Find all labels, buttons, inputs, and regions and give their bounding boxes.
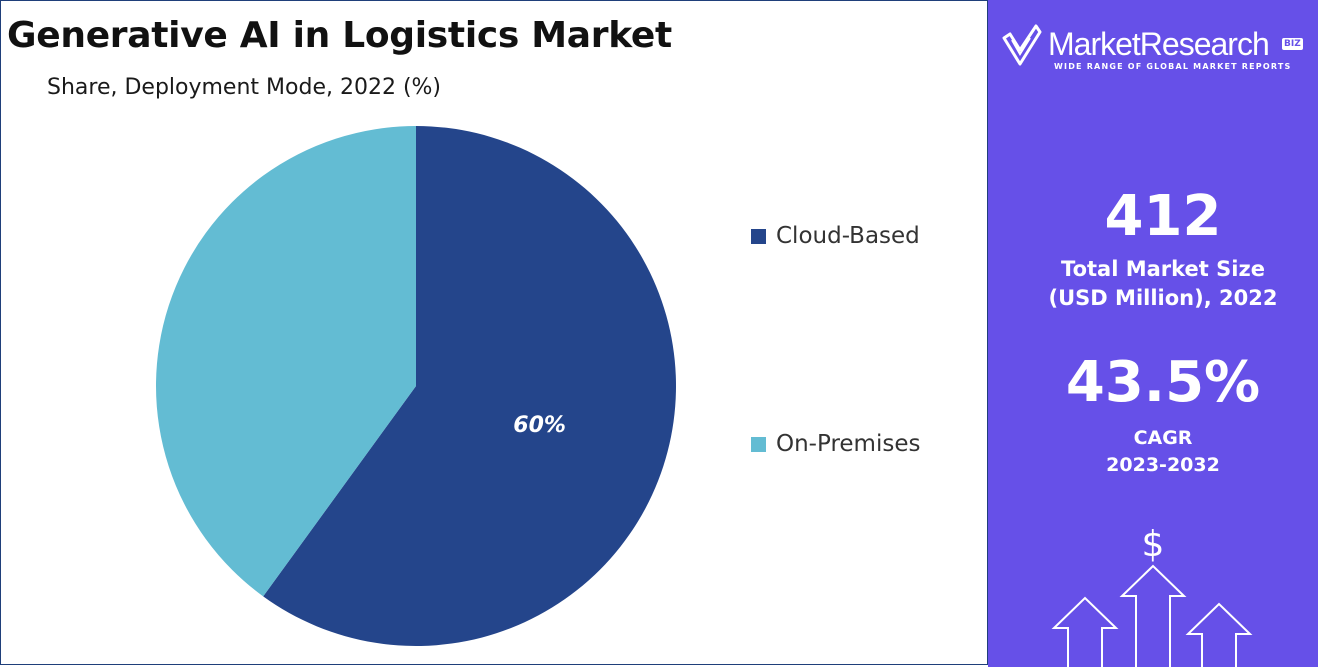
pie-chart: 60% [155, 126, 676, 646]
legend-item: On-Premises [751, 431, 920, 457]
data-label-cloud-based: 60% [513, 413, 566, 438]
summary-panel: MarketResearch BIZ WIDE RANGE OF GLOBAL … [988, 0, 1318, 667]
market-size-unit-label: (USD Million), 2022 [1048, 286, 1278, 310]
legend-label: On-Premises [776, 431, 921, 457]
legend-item: Cloud-Based [751, 223, 920, 249]
growth-arrows-icon: $ [1051, 524, 1253, 667]
legend-swatch [751, 228, 766, 244]
cagr-value: 43.5% [1065, 350, 1261, 415]
cagr-label: CAGR [1133, 427, 1193, 449]
dollar-icon: $ [1142, 524, 1165, 565]
chart-title: Generative AI in Logistics Market [7, 15, 672, 56]
brand-logo: MarketResearch BIZ WIDE RANGE OF GLOBAL … [1002, 24, 1314, 76]
cagr-period-label: 2023-2032 [1106, 454, 1220, 476]
legend-swatch [751, 436, 766, 452]
brand-badge: BIZ [1282, 38, 1303, 50]
pie-slice-on-premises [155, 126, 417, 597]
brand-tagline: WIDE RANGE OF GLOBAL MARKET REPORTS [1054, 62, 1292, 71]
pie-slice-cloud-based [263, 126, 676, 646]
brand-name: MarketResearch [1048, 26, 1270, 62]
market-size-label: Total Market Size [1061, 257, 1265, 281]
left-arrow [1051, 596, 1119, 667]
legend-label: Cloud-Based [776, 223, 920, 249]
market-size-value: 412 [1104, 184, 1222, 249]
brand-check-icon [1002, 24, 1042, 66]
right-arrow [1185, 602, 1253, 667]
chart-panel: Generative AI in Logistics Market Share,… [0, 0, 988, 665]
center-arrow [1119, 564, 1187, 667]
chart-subtitle: Share, Deployment Mode, 2022 (%) [47, 75, 442, 100]
